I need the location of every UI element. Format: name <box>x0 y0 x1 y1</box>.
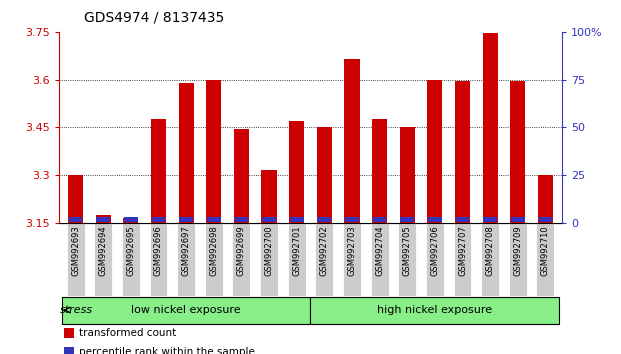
Bar <box>538 217 552 222</box>
Bar <box>96 215 111 223</box>
Text: GSM992709: GSM992709 <box>514 225 522 276</box>
Bar <box>481 223 499 296</box>
Bar <box>123 218 138 223</box>
Bar <box>96 217 110 222</box>
Text: stress: stress <box>60 305 93 315</box>
Text: transformed count: transformed count <box>79 329 176 338</box>
Bar <box>483 33 498 223</box>
Text: GSM992693: GSM992693 <box>71 225 80 276</box>
Bar <box>179 217 193 222</box>
Bar <box>483 217 497 222</box>
Text: GSM992698: GSM992698 <box>209 225 218 276</box>
Bar <box>262 217 276 222</box>
Bar <box>345 59 360 223</box>
Bar <box>315 223 333 296</box>
Bar <box>289 121 304 223</box>
Bar <box>400 127 415 223</box>
Bar <box>151 119 166 223</box>
Text: GSM992710: GSM992710 <box>541 225 550 276</box>
Bar <box>207 217 220 222</box>
Text: GSM992706: GSM992706 <box>430 225 440 276</box>
Bar <box>509 223 527 296</box>
Bar <box>261 170 276 223</box>
Text: high nickel exposure: high nickel exposure <box>378 305 492 315</box>
Bar <box>178 83 194 223</box>
Bar <box>537 223 555 296</box>
Bar <box>455 81 470 223</box>
Text: GDS4974 / 8137435: GDS4974 / 8137435 <box>84 11 224 25</box>
Bar <box>66 223 84 296</box>
Bar <box>373 217 386 222</box>
Text: GSM992702: GSM992702 <box>320 225 329 276</box>
Bar <box>68 175 83 223</box>
Text: GSM992701: GSM992701 <box>292 225 301 276</box>
Bar <box>64 347 74 354</box>
Bar <box>69 217 83 222</box>
Text: GSM992694: GSM992694 <box>99 225 107 276</box>
Bar <box>288 223 306 296</box>
Text: GSM992703: GSM992703 <box>348 225 356 276</box>
Bar <box>426 223 444 296</box>
Bar <box>152 217 165 222</box>
Bar <box>343 223 361 296</box>
Bar <box>206 80 221 223</box>
Text: GSM992708: GSM992708 <box>486 225 495 276</box>
Text: GSM992707: GSM992707 <box>458 225 467 276</box>
Bar <box>122 223 140 296</box>
Bar <box>124 217 138 222</box>
Text: GSM992705: GSM992705 <box>403 225 412 276</box>
Text: GSM992700: GSM992700 <box>265 225 273 276</box>
Bar <box>453 223 471 296</box>
FancyBboxPatch shape <box>61 297 310 325</box>
Bar <box>177 223 195 296</box>
Bar <box>232 223 250 296</box>
Bar <box>235 217 248 222</box>
Bar <box>427 80 443 223</box>
Text: low nickel exposure: low nickel exposure <box>131 305 241 315</box>
Text: GSM992695: GSM992695 <box>126 225 135 276</box>
Bar <box>456 217 469 222</box>
Bar <box>511 217 525 222</box>
Bar <box>398 223 416 296</box>
Bar <box>317 127 332 223</box>
Bar <box>260 223 278 296</box>
FancyBboxPatch shape <box>310 297 560 325</box>
Bar <box>233 129 249 223</box>
Bar <box>538 175 553 223</box>
Bar <box>317 217 331 222</box>
Bar <box>510 81 525 223</box>
Text: percentile rank within the sample: percentile rank within the sample <box>79 347 255 354</box>
Bar <box>401 217 414 222</box>
Bar <box>94 223 112 296</box>
Text: GSM992696: GSM992696 <box>154 225 163 276</box>
Bar <box>345 217 359 222</box>
Bar <box>150 223 168 296</box>
Bar <box>371 223 389 296</box>
Text: GSM992697: GSM992697 <box>181 225 191 276</box>
Text: GSM992699: GSM992699 <box>237 225 246 276</box>
Bar <box>290 217 304 222</box>
Text: GSM992704: GSM992704 <box>375 225 384 276</box>
Bar <box>428 217 442 222</box>
Bar <box>372 119 388 223</box>
Bar <box>205 223 223 296</box>
Bar <box>64 328 74 338</box>
